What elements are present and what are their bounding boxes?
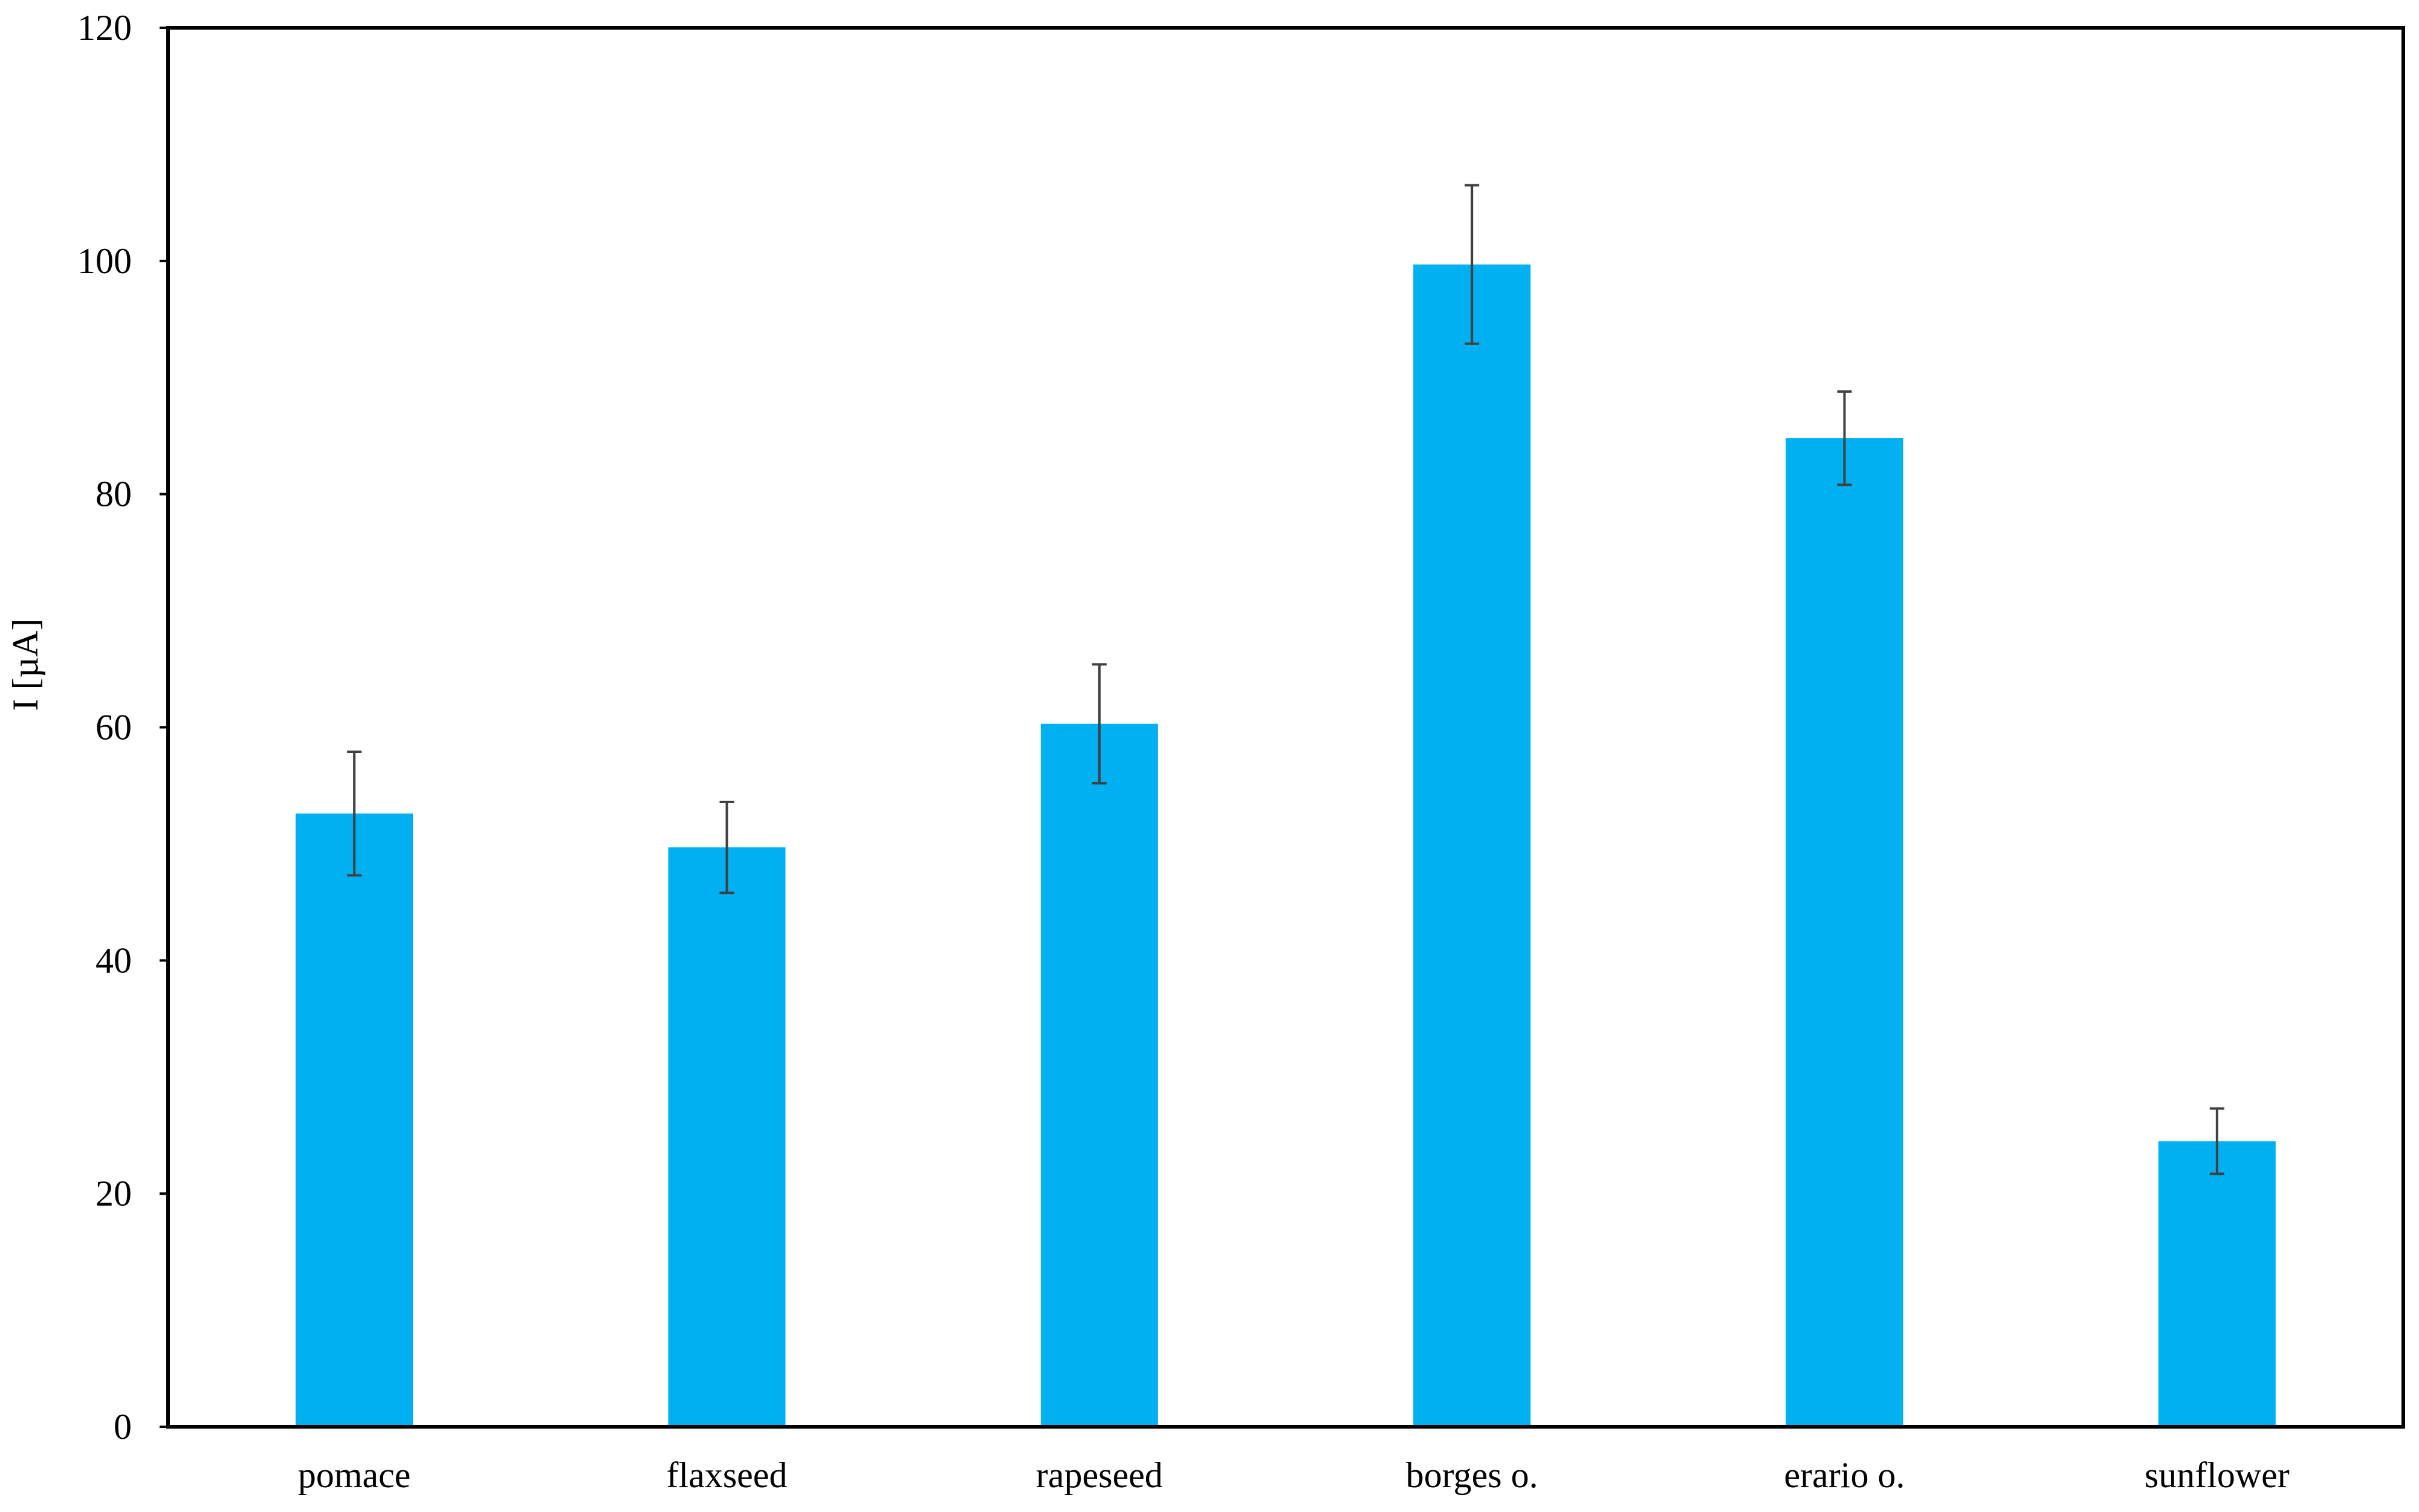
x-tick-label: flaxseed [667,1455,788,1495]
bar-flaxseed [668,847,786,1427]
error-bar [1837,390,1852,486]
y-tick-label: 60 [96,708,132,748]
error-bar [2209,1107,2224,1175]
x-tick-label: sunflower [2145,1455,2290,1495]
y-tick-label: 20 [96,1174,132,1213]
x-axis: pomace flaxseed rapeseed borges o. erario o.… [298,1455,2290,1495]
bars-layer [296,264,2276,1427]
y-tick-label: 100 [77,241,132,281]
error-bar [347,751,362,877]
y-axis: 0 20 40 60 80 100 120 [77,8,168,1447]
error-bar [1092,663,1107,785]
error-bar [719,800,734,894]
error-bars-layer [347,184,2224,1175]
bar-sunflower [2158,1141,2276,1427]
y-tick-label: 120 [77,8,132,48]
bar-erario-o [1786,438,1903,1427]
bar-rapeseed [1040,723,1158,1427]
bar-borges-o [1413,264,1531,1427]
y-tick-label: 40 [96,940,132,980]
y-tick-label: 80 [96,474,132,514]
y-axis-label: I [µA] [5,619,45,711]
x-tick-label: pomace [298,1455,411,1495]
x-tick-label: borges o. [1406,1455,1538,1495]
plot-frame [166,26,2405,1429]
x-tick-label: rapeseed [1036,1455,1163,1495]
bar-pomace [296,813,413,1427]
x-tick-label: erario o. [1784,1455,1905,1495]
y-tick-label: 0 [114,1407,132,1447]
error-bar [1465,184,1480,345]
